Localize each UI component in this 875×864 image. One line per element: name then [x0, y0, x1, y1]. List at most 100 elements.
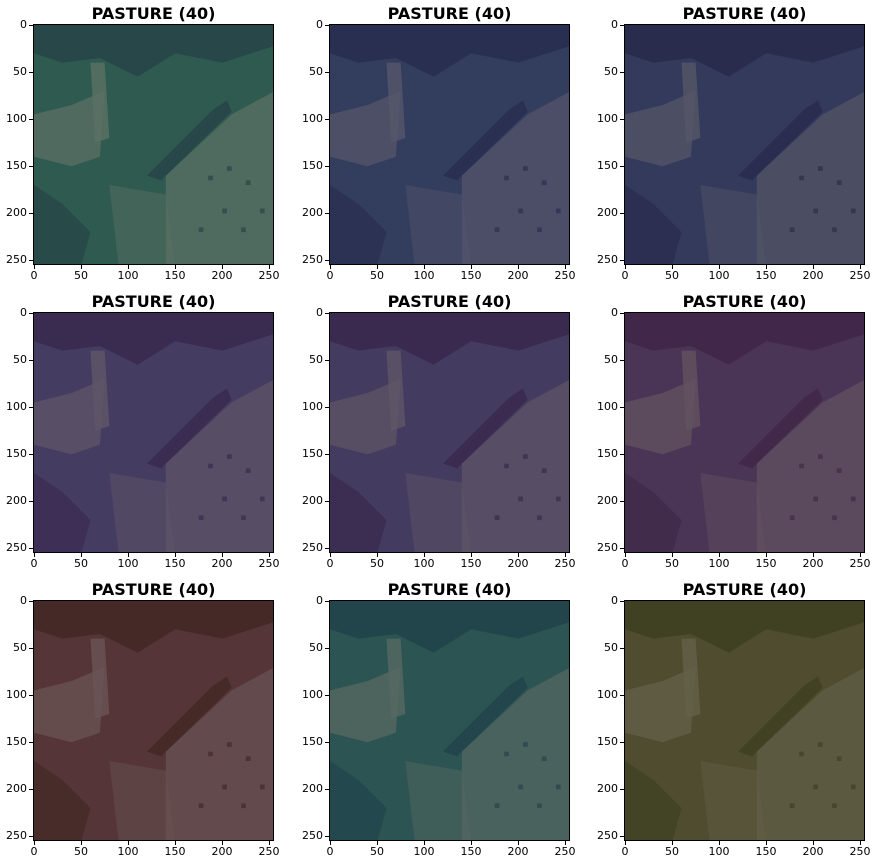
y-tick-mark	[325, 260, 329, 261]
x-tick-label: 200	[802, 557, 824, 570]
y-tick-label: 150	[597, 159, 618, 172]
panel-title: PASTURE (40)	[91, 4, 216, 23]
x-tick-mark	[518, 553, 519, 557]
y-tick-label: 200	[302, 206, 323, 219]
x-tick-mark	[81, 841, 82, 845]
satellite-image	[624, 600, 865, 841]
y-tick-label: 0	[20, 306, 27, 319]
y-tick-mark	[620, 789, 624, 790]
x-tick-label: 100	[708, 557, 730, 570]
y-tick-label: 200	[597, 206, 618, 219]
x-tick-mark	[766, 841, 767, 845]
y-tick-label: 200	[302, 494, 323, 507]
x-tick-label: 150	[460, 557, 482, 570]
y-tick-label: 150	[302, 447, 323, 460]
y-tick-mark	[325, 601, 329, 602]
x-tick-label: 0	[30, 269, 38, 282]
x-tick-mark	[269, 553, 270, 557]
x-tick-mark	[269, 841, 270, 845]
x-tick-label: 200	[507, 269, 529, 282]
x-tick-mark	[672, 553, 673, 557]
y-tick-mark	[29, 695, 33, 696]
y-tick-label: 200	[597, 782, 618, 795]
y-tick-label: 50	[13, 641, 27, 654]
x-tick-mark	[424, 553, 425, 557]
y-tick-label: 0	[20, 18, 27, 31]
y-tick-label: 50	[13, 65, 27, 78]
y-tick-label: 150	[597, 735, 618, 748]
y-tick-mark	[29, 789, 33, 790]
x-tick-label: 200	[211, 845, 233, 858]
y-tick-mark	[29, 648, 33, 649]
x-tick-mark	[377, 841, 378, 845]
x-tick-mark	[377, 553, 378, 557]
y-tick-label: 100	[302, 400, 323, 413]
x-tick-label: 150	[755, 557, 777, 570]
x-tick-label: 50	[74, 557, 88, 570]
y-tick-mark	[325, 25, 329, 26]
y-tick-mark	[325, 648, 329, 649]
y-tick-label: 100	[302, 112, 323, 125]
y-tick-mark	[29, 119, 33, 120]
y-tick-label: 150	[302, 735, 323, 748]
y-tick-mark	[29, 836, 33, 837]
x-tick-mark	[222, 553, 223, 557]
y-tick-mark	[325, 789, 329, 790]
y-tick-label: 100	[6, 400, 27, 413]
x-tick-mark	[625, 841, 626, 845]
x-tick-mark	[860, 841, 861, 845]
y-tick-label: 250	[302, 253, 323, 266]
y-tick-mark	[620, 213, 624, 214]
y-tick-mark	[620, 548, 624, 549]
x-tick-label: 200	[802, 269, 824, 282]
y-tick-label: 100	[597, 688, 618, 701]
x-tick-label: 100	[413, 845, 435, 858]
y-tick-label: 100	[597, 112, 618, 125]
y-tick-mark	[29, 742, 33, 743]
x-tick-label: 250	[554, 557, 576, 570]
y-tick-mark	[325, 213, 329, 214]
x-tick-mark	[330, 841, 331, 845]
y-tick-mark	[620, 648, 624, 649]
x-tick-mark	[625, 553, 626, 557]
x-tick-mark	[330, 265, 331, 269]
x-tick-mark	[424, 841, 425, 845]
x-tick-label: 0	[30, 845, 38, 858]
y-tick-label: 0	[316, 306, 323, 319]
x-tick-label: 200	[211, 269, 233, 282]
x-tick-mark	[128, 265, 129, 269]
y-tick-mark	[29, 548, 33, 549]
panel-title: PASTURE (40)	[682, 4, 807, 23]
x-tick-label: 150	[164, 845, 186, 858]
x-tick-mark	[34, 265, 35, 269]
panel-title: PASTURE (40)	[387, 292, 512, 311]
satellite-image	[33, 312, 274, 553]
y-tick-mark	[620, 501, 624, 502]
y-tick-label: 250	[6, 253, 27, 266]
satellite-image	[329, 24, 570, 265]
y-tick-label: 0	[316, 18, 323, 31]
y-tick-label: 250	[597, 541, 618, 554]
y-tick-mark	[325, 313, 329, 314]
y-tick-label: 200	[6, 206, 27, 219]
x-tick-label: 150	[460, 269, 482, 282]
y-tick-mark	[620, 360, 624, 361]
y-tick-mark	[325, 695, 329, 696]
x-tick-mark	[719, 553, 720, 557]
y-tick-label: 50	[13, 353, 27, 366]
x-tick-label: 50	[370, 557, 384, 570]
x-tick-label: 250	[554, 269, 576, 282]
x-tick-label: 250	[258, 269, 280, 282]
x-tick-mark	[128, 553, 129, 557]
y-tick-mark	[325, 72, 329, 73]
x-tick-label: 50	[665, 845, 679, 858]
y-tick-label: 200	[302, 782, 323, 795]
y-tick-label: 150	[597, 447, 618, 460]
y-tick-label: 250	[302, 541, 323, 554]
panel-title: PASTURE (40)	[682, 580, 807, 599]
x-tick-label: 250	[849, 845, 871, 858]
x-tick-mark	[813, 265, 814, 269]
y-tick-mark	[620, 695, 624, 696]
x-tick-mark	[766, 265, 767, 269]
satellite-image	[624, 24, 865, 265]
